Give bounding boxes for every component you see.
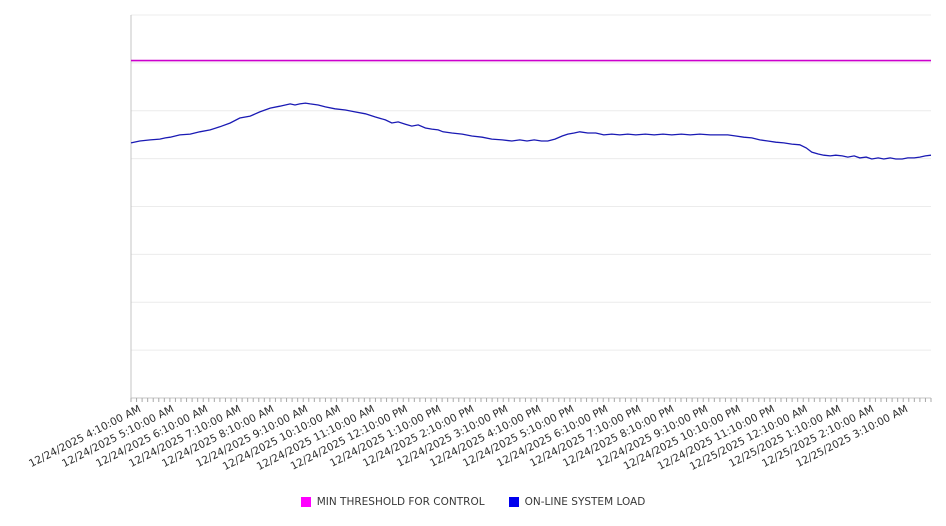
system-load-swatch-icon: [508, 497, 519, 507]
legend-item-min-threshold: MIN THRESHOLD FOR CONTROL: [300, 496, 485, 508]
legend-item-system-load: ON-LINE SYSTEM LOAD: [508, 496, 646, 508]
legend-label-system-load: ON-LINE SYSTEM LOAD: [524, 496, 646, 508]
min-threshold-swatch-icon: [300, 497, 311, 507]
system-load-line: [130, 102, 932, 160]
legend: MIN THRESHOLD FOR CONTROL ON-LINE SYSTEM…: [0, 496, 946, 508]
legend-label-min-threshold: MIN THRESHOLD FOR CONTROL: [316, 496, 485, 508]
plot-area: [130, 14, 932, 402]
